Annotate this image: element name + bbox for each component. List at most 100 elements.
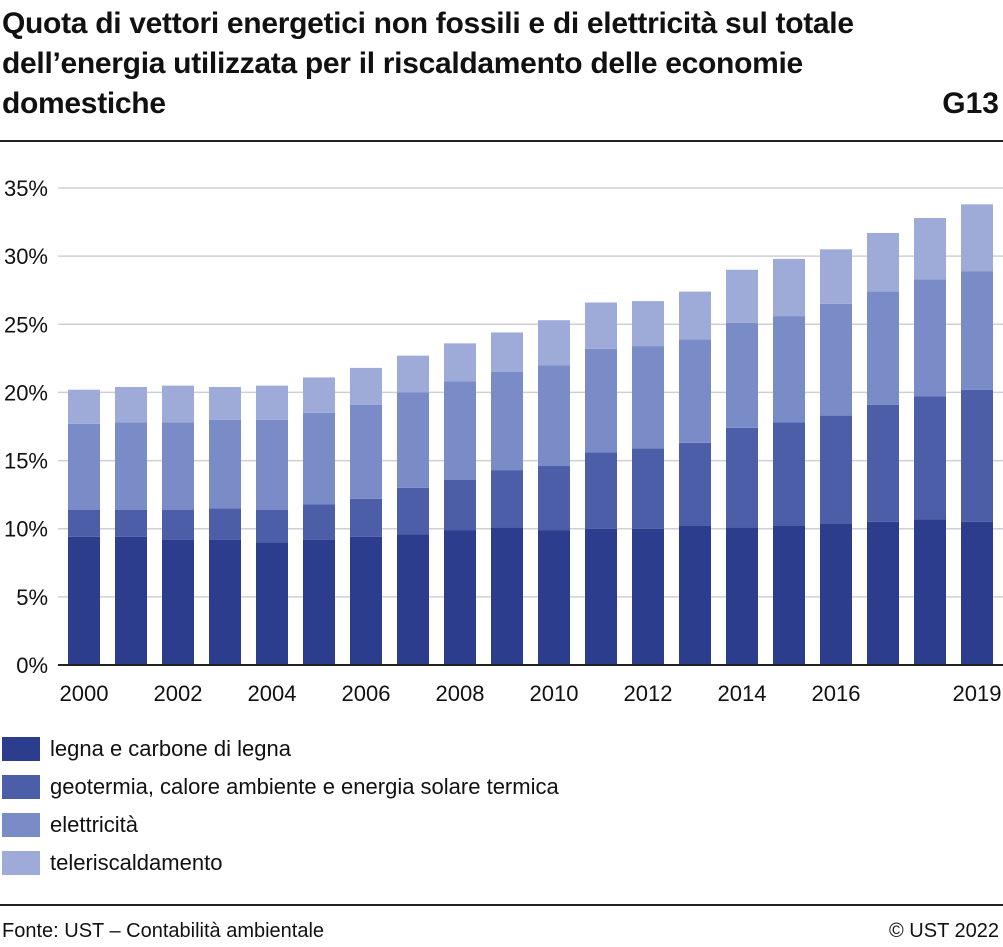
bar-segment-1	[820, 523, 852, 665]
bar-segment-4	[726, 269, 758, 323]
bar-segment-2	[397, 487, 429, 535]
stacked-bar-chart: 0% 5% 10% 15% 20% 25% 30% 35% 2000 2002 2004 2006 20…	[4, 176, 1003, 706]
bar-segment-3	[773, 316, 805, 423]
bar-segment-1	[538, 530, 570, 665]
bar-segment-3	[585, 348, 617, 453]
x-tick-label: 2004	[248, 681, 297, 706]
bar-segment-1	[256, 542, 288, 665]
source-note: Fonte: UST – Contabilità ambientale	[2, 920, 325, 942]
chart-title: Quota di vettori energetici non fossili …	[2, 7, 854, 120]
bar-segment-3	[350, 404, 382, 499]
x-tick-label: 2000	[60, 681, 109, 706]
bar-segment-2	[867, 404, 899, 522]
bar-segment-3	[68, 423, 100, 510]
y-tick-label: 25%	[4, 312, 48, 337]
bar-segment-4	[585, 302, 617, 349]
bar-segment-3	[538, 365, 570, 467]
bar-segment-4	[68, 389, 100, 424]
bar-segment-4	[961, 204, 993, 272]
bar-segment-3	[867, 291, 899, 405]
bar-segment-2	[162, 509, 194, 540]
bar-segment-1	[115, 536, 147, 665]
legend-item-geothermal: geotermia, calore ambiente e energia sol…	[2, 768, 559, 806]
bar-segment-1	[491, 527, 523, 665]
bar-segment-4	[397, 355, 429, 393]
bar-segment-4	[679, 291, 711, 340]
bar-segment-1	[209, 539, 241, 665]
bar-segment-2	[68, 509, 100, 537]
bar-segment-4	[350, 367, 382, 405]
bar-segment-2	[679, 442, 711, 526]
bar-segment-1	[68, 536, 100, 665]
bar-segment-2	[961, 389, 993, 522]
bar-segment-2	[914, 396, 946, 520]
bar-segment-3	[679, 339, 711, 443]
bar-segment-4	[632, 301, 664, 347]
bar-segment-3	[256, 419, 288, 510]
bar-segment-3	[115, 422, 147, 510]
bar-segment-3	[303, 412, 335, 505]
legend-swatch-wood	[2, 737, 40, 761]
y-tick-label: 20%	[4, 380, 48, 405]
bar-segment-2	[726, 427, 758, 528]
bar-segment-1	[444, 530, 476, 665]
legend: legna e carbone di legna geotermia, calo…	[2, 730, 559, 882]
bar-segment-2	[444, 479, 476, 531]
bar-segment-1	[726, 527, 758, 665]
bar-segment-1	[350, 536, 382, 665]
bar-segment-1	[867, 521, 899, 665]
y-tick-label: 15%	[4, 449, 48, 474]
legend-swatch-district-heating	[2, 851, 40, 875]
y-tick-label: 5%	[16, 585, 48, 610]
bar-segment-2	[773, 422, 805, 526]
bar-segment-1	[303, 539, 335, 665]
legend-item-wood: legna e carbone di legna	[2, 730, 559, 768]
bar-segment-3	[162, 422, 194, 510]
bar-segment-4	[303, 377, 335, 413]
bar-segment-2	[491, 470, 523, 528]
bar-segment-3	[961, 271, 993, 390]
bar-segment-2	[209, 508, 241, 540]
x-tick-label: 2002	[154, 681, 203, 706]
bar-segment-3	[914, 279, 946, 397]
bar-segment-2	[115, 509, 147, 537]
bar-segment-4	[115, 386, 147, 423]
bar-segment-3	[209, 419, 241, 509]
bar-segment-1	[397, 534, 429, 665]
title-divider	[0, 140, 1003, 142]
bar-segment-1	[679, 525, 711, 665]
bar-segment-1	[773, 525, 805, 665]
bar-segment-3	[397, 392, 429, 488]
x-tick-label: 2016	[812, 681, 861, 706]
legend-item-electricity: elettricità	[2, 806, 559, 844]
bar-segment-1	[961, 521, 993, 665]
x-tick-label: 2012	[624, 681, 673, 706]
bar-segment-1	[585, 528, 617, 665]
bar-segment-4	[867, 232, 899, 292]
legend-label-district-heating: teleriscaldamento	[50, 850, 223, 875]
bar-segment-3	[820, 303, 852, 416]
bar-segment-3	[444, 381, 476, 480]
y-tick-label: 35%	[4, 176, 48, 201]
bar-segment-3	[491, 371, 523, 471]
bar-segment-3	[632, 346, 664, 449]
legend-label-geothermal: geotermia, calore ambiente e energia sol…	[50, 774, 559, 799]
bar-segment-2	[585, 452, 617, 529]
x-tick-label: 2014	[718, 681, 767, 706]
bar-segment-4	[256, 385, 288, 420]
legend-swatch-geothermal	[2, 775, 40, 799]
x-tick-label: 2008	[436, 681, 485, 706]
bar-segment-4	[820, 249, 852, 304]
bar-segment-2	[538, 466, 570, 531]
bar-segment-2	[350, 498, 382, 537]
bar-segment-4	[162, 385, 194, 423]
legend-item-district-heating: teleriscaldamento	[2, 844, 559, 882]
bar-segment-1	[914, 519, 946, 665]
chart-code: G13	[942, 87, 999, 120]
y-tick-label: 30%	[4, 244, 48, 269]
legend-swatch-electricity	[2, 813, 40, 837]
legend-label-wood: legna e carbone di legna	[50, 736, 291, 761]
y-tick-label: 0%	[16, 653, 48, 678]
bar-segment-4	[491, 332, 523, 372]
bar-segment-2	[256, 509, 288, 543]
